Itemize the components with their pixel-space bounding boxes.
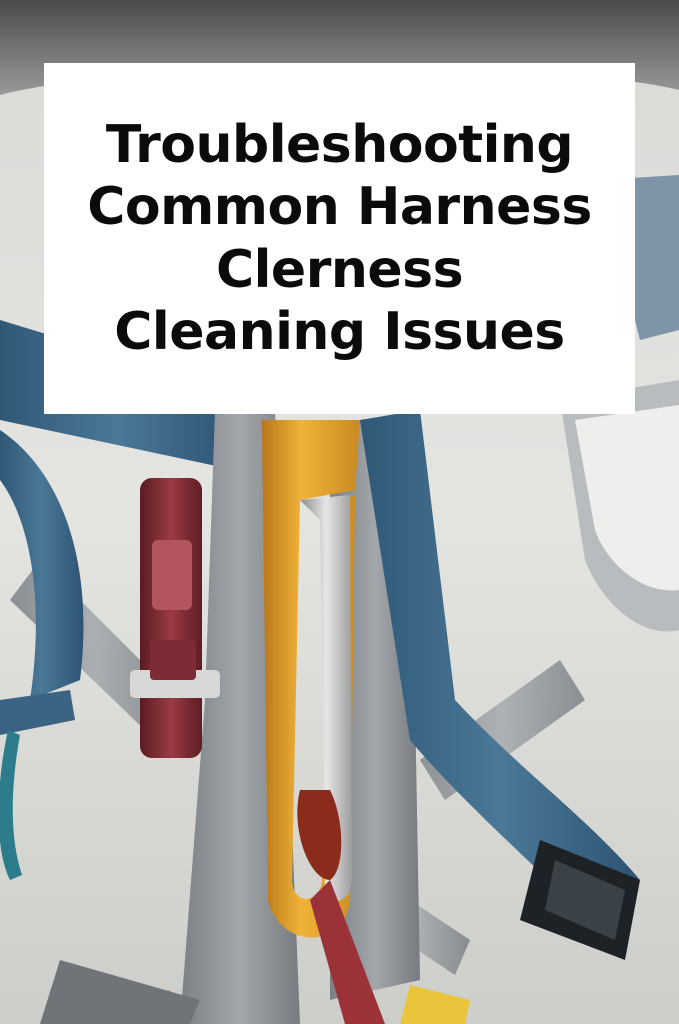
title-line-3: Clerness (215, 239, 464, 300)
title-line-2: Common Harness (87, 177, 592, 238)
title-card: Troubleshooting Common Harness Clerness … (44, 63, 635, 414)
title-line-1: Troubleshooting (105, 114, 574, 175)
page-title: Troubleshooting Common Harness Clerness … (87, 114, 592, 364)
title-line-4: Cleaning Issues (114, 301, 565, 362)
